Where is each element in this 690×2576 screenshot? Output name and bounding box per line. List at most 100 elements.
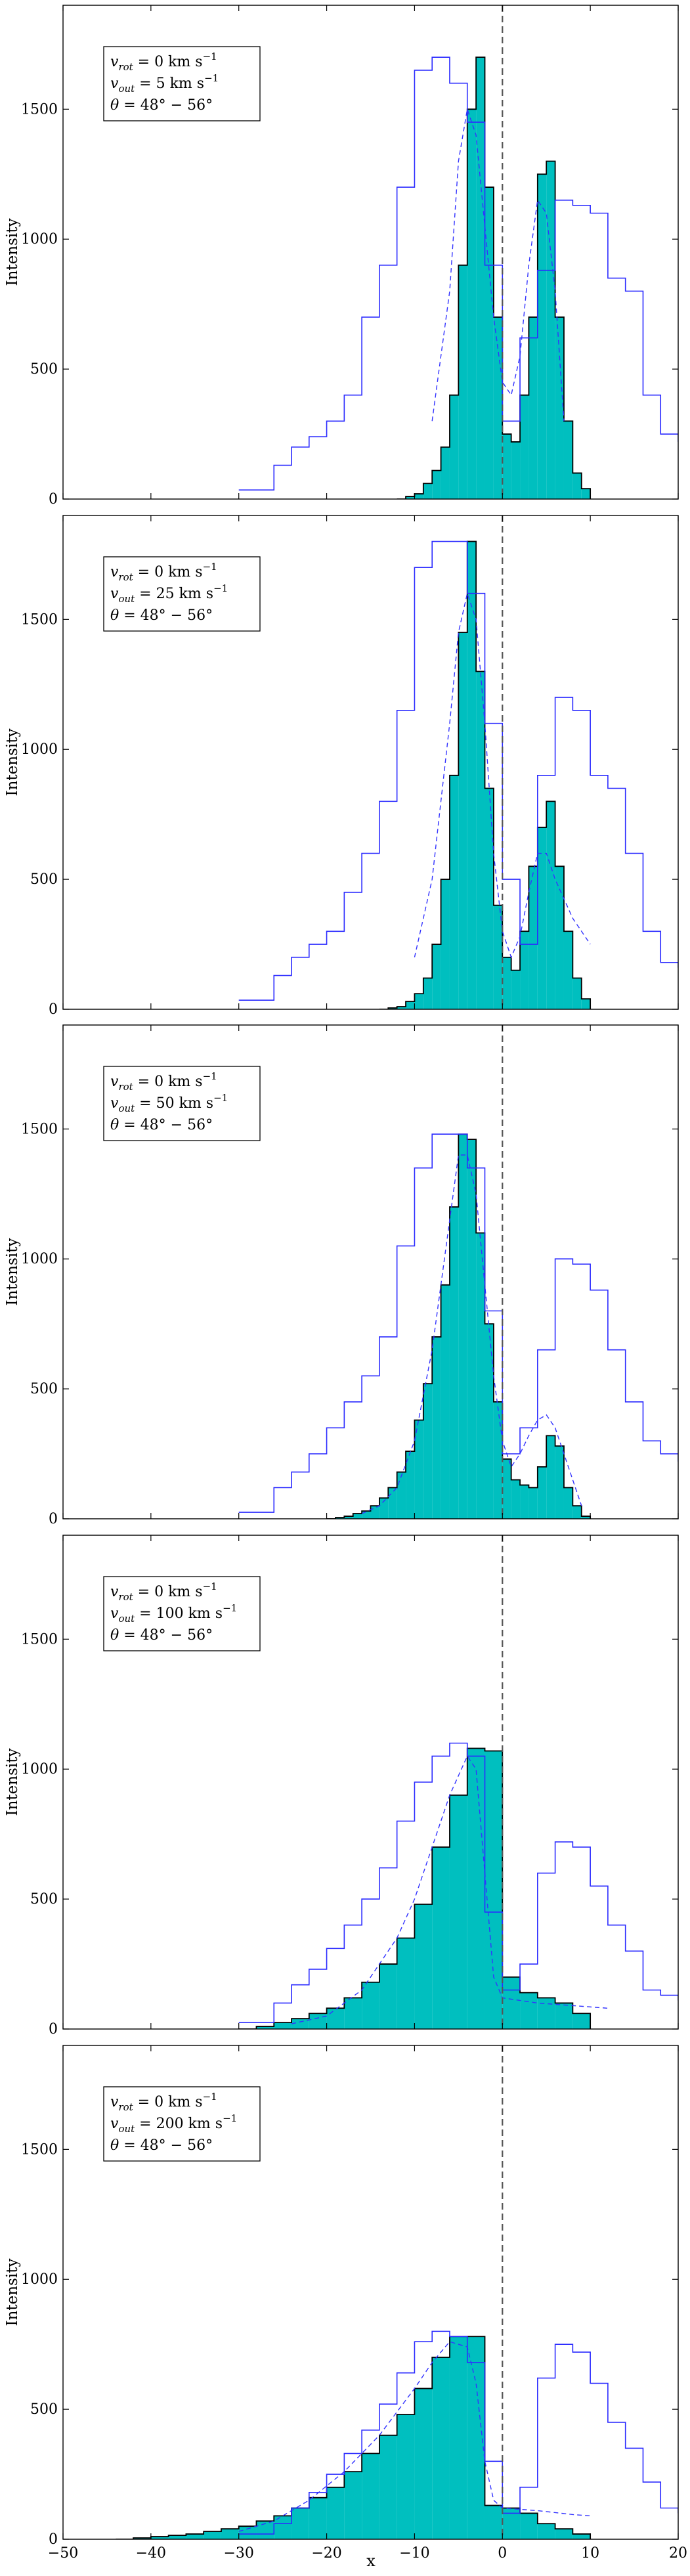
hist-bar bbox=[485, 788, 494, 1009]
legend-text: = 0 km s bbox=[133, 564, 203, 580]
hist-bar bbox=[344, 1516, 353, 1519]
plot-area bbox=[238, 1025, 678, 1519]
dashed-fit-line bbox=[238, 2341, 591, 2532]
hist-bar bbox=[572, 473, 582, 499]
legend-superscript: −1 bbox=[223, 1602, 237, 1614]
hist-outline bbox=[238, 1747, 592, 2029]
legend-subscript: rot bbox=[118, 2101, 133, 2113]
hist-bar bbox=[555, 2003, 573, 2029]
plot-area bbox=[238, 1535, 678, 2029]
blue-step-line bbox=[238, 2330, 678, 2535]
hist-bar bbox=[432, 944, 441, 1009]
y-axis-label: Intensity bbox=[4, 729, 21, 797]
blue-step-line bbox=[238, 56, 678, 491]
legend-symbol: v bbox=[110, 564, 119, 580]
legend-symbol: v bbox=[110, 1605, 119, 1622]
legend-entry: θ = 48° − 56° bbox=[110, 97, 213, 114]
hist-bar bbox=[537, 2523, 555, 2539]
hist-bar bbox=[546, 801, 555, 1009]
hist-bar bbox=[572, 978, 582, 1009]
hist-bar bbox=[520, 1992, 538, 2029]
hist-bar bbox=[537, 1997, 555, 2029]
legend-symbol: θ bbox=[110, 607, 119, 624]
legend-text: = 48° − 56° bbox=[119, 2137, 213, 2154]
legend-subscript: out bbox=[118, 593, 135, 605]
legend-superscript: −1 bbox=[203, 51, 217, 62]
hist-bar bbox=[406, 1451, 415, 1519]
hist-bar bbox=[291, 2508, 309, 2539]
hist-bar bbox=[502, 1458, 511, 1519]
hist-bar bbox=[555, 1446, 564, 1519]
x-tick-label: 10 bbox=[581, 2545, 599, 2562]
hist-bar bbox=[432, 1336, 441, 1519]
hist-bar bbox=[256, 2026, 274, 2029]
hist-bar bbox=[414, 993, 423, 1009]
legend-text: = 200 km s bbox=[135, 2116, 223, 2132]
hist-bar bbox=[406, 496, 415, 499]
legend-text: = 0 km s bbox=[133, 2094, 203, 2110]
hist-bar bbox=[563, 1487, 573, 1519]
hist-bar bbox=[133, 2538, 151, 2539]
hist-bar bbox=[458, 1134, 467, 1519]
legend-subscript: rot bbox=[118, 1081, 133, 1093]
hist-bar bbox=[555, 866, 564, 1009]
y-tick-label: 1500 bbox=[21, 1121, 58, 1137]
hist-bar bbox=[502, 434, 511, 499]
blue-step-line bbox=[238, 1133, 678, 1513]
y-tick-label: 0 bbox=[49, 2021, 58, 2038]
y-tick-label: 500 bbox=[30, 1891, 58, 1908]
y-tick-label: 0 bbox=[49, 1001, 58, 1018]
hist-bar bbox=[502, 957, 511, 1009]
hist-bar bbox=[458, 265, 467, 499]
hist-bar bbox=[502, 1976, 521, 2029]
legend-entry: θ = 48° − 56° bbox=[110, 1117, 213, 1133]
hist-bar bbox=[309, 2497, 327, 2539]
dashed-fit-line bbox=[431, 109, 565, 422]
hist-bar bbox=[388, 1487, 397, 1519]
legend-superscript: −1 bbox=[213, 1092, 228, 1104]
y-axis-label: Intensity bbox=[4, 2259, 21, 2326]
hist-bar bbox=[449, 1207, 459, 1519]
y-tick-label: 1500 bbox=[21, 1631, 58, 1648]
x-tick-label: −40 bbox=[136, 2545, 166, 2562]
legend-entry: θ = 48° − 56° bbox=[110, 1627, 213, 1644]
hist-bar bbox=[397, 1938, 415, 2029]
blue-step-line bbox=[238, 540, 678, 1001]
legend-text: = 48° − 56° bbox=[119, 607, 213, 624]
hist-bar bbox=[335, 1517, 345, 1519]
hist-bar bbox=[476, 1233, 485, 1519]
hist-bar bbox=[511, 441, 521, 499]
legend-entry: vout = 100 km s−1 bbox=[110, 1602, 237, 1625]
hist-bar bbox=[537, 827, 547, 1009]
x-tick-label: −50 bbox=[48, 2545, 78, 2562]
y-axis-label: Intensity bbox=[4, 1238, 21, 1306]
hist-bar bbox=[362, 2453, 379, 2539]
hist-bar bbox=[432, 1846, 450, 2029]
legend-symbol: v bbox=[110, 54, 119, 70]
hist-bar bbox=[449, 1795, 467, 2029]
legend-symbol: v bbox=[110, 586, 119, 602]
y-tick-label: 1000 bbox=[21, 1761, 58, 1778]
legend-symbol: v bbox=[110, 1584, 119, 1600]
hist-bar bbox=[353, 1514, 362, 1519]
panel-frame bbox=[62, 2045, 679, 2540]
legend-symbol: v bbox=[110, 1074, 119, 1090]
hist-bar bbox=[370, 1506, 379, 1519]
hist-bar bbox=[362, 1511, 371, 1519]
hist-bar bbox=[344, 2472, 362, 2539]
legend-symbol: θ bbox=[110, 1117, 119, 1133]
legend-entry: vout = 5 km s−1 bbox=[110, 72, 219, 95]
y-tick-label: 500 bbox=[30, 1381, 58, 1397]
hist-outline bbox=[379, 540, 592, 1009]
hist-bar bbox=[397, 2414, 415, 2539]
hist-bar bbox=[397, 1472, 406, 1519]
hist-bar bbox=[528, 317, 538, 499]
legend-subscript: out bbox=[118, 2123, 135, 2135]
legend-text: = 100 km s bbox=[135, 1605, 223, 1622]
hist-bar bbox=[379, 1498, 389, 1519]
plot-area bbox=[116, 2045, 678, 2539]
hist-bar bbox=[414, 1904, 433, 2029]
